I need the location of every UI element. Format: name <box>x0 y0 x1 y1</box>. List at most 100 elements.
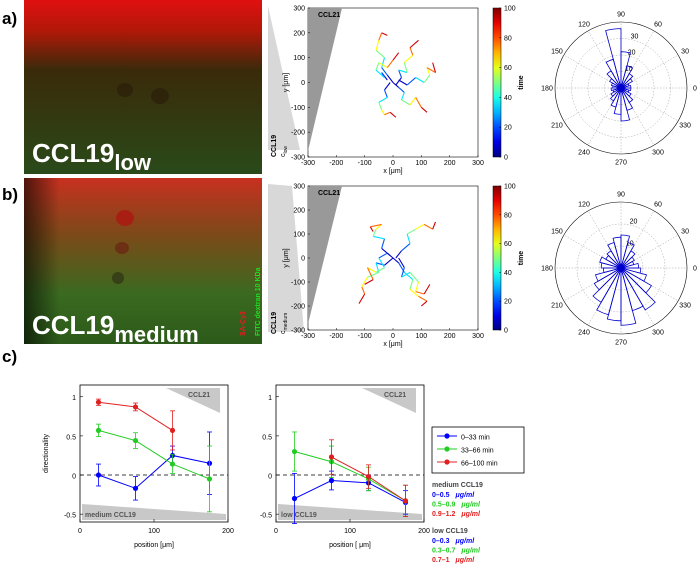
marker <box>169 427 176 434</box>
rose-bar <box>620 234 631 269</box>
note-range: 0.7–1 <box>432 557 450 564</box>
track-segment <box>415 223 425 230</box>
series-line <box>294 451 406 502</box>
track-segment <box>409 279 414 290</box>
cell-spot <box>112 272 124 284</box>
rose-bar <box>620 87 634 103</box>
note-item: 0–0.5 μg/ml <box>432 492 475 499</box>
gradient-wedge <box>278 504 422 520</box>
polar-spoke <box>563 234 622 269</box>
track-segment <box>426 67 436 74</box>
legend-label: 0–33 min <box>461 435 490 442</box>
angle-tick-label: 300 <box>652 150 664 157</box>
marker <box>291 448 298 455</box>
colorbar-tick-label: 0 <box>504 328 508 335</box>
track-segment <box>375 49 385 59</box>
y-tick-label: -0.5 <box>260 513 272 520</box>
track-segment <box>372 228 377 237</box>
rose-bar <box>620 267 656 311</box>
x-tick-label: 100 <box>415 333 427 340</box>
image-label: CCL19low <box>32 138 152 175</box>
x-tick-label: -200 <box>329 160 343 167</box>
x-tick-label: 0 <box>391 333 395 340</box>
track-segment <box>398 69 403 78</box>
colorbar-tick-label: 40 <box>504 95 512 102</box>
track-segment <box>378 252 388 259</box>
track-segment <box>415 97 422 108</box>
track-segment <box>415 281 420 292</box>
track-segment <box>400 92 405 101</box>
x-tick-label: 100 <box>148 528 160 535</box>
angle-tick-label: 0 <box>693 266 697 273</box>
x-tick-label: 200 <box>222 528 234 535</box>
plot-area <box>79 384 229 523</box>
track-segment <box>375 223 383 230</box>
track-segment <box>395 77 402 86</box>
y-tick-label: -300 <box>291 155 305 162</box>
x-axis-label: position [ μm] <box>329 542 371 549</box>
note-unit: μg/ml <box>460 502 481 509</box>
marker <box>365 473 372 480</box>
gradient-symbol-sub: medium <box>283 313 289 331</box>
note-range: 0–0.5 <box>432 492 450 499</box>
gradient-symbol: cmedium <box>280 313 289 334</box>
corner-label: CCL21 <box>318 190 340 197</box>
radial-tick-label: 20 <box>630 219 638 226</box>
x-tick-label: 200 <box>418 528 430 535</box>
track-segment <box>381 67 388 76</box>
y-tick-label: -200 <box>291 130 305 137</box>
note-range: 0.5–0.9 <box>432 502 455 509</box>
note-unit: μg/ml <box>460 511 481 518</box>
track-segment <box>423 223 433 230</box>
track-segment <box>370 223 382 228</box>
note-item: 0.5–0.9 μg/ml <box>432 502 481 509</box>
angle-tick-label: 60 <box>654 21 662 28</box>
track-segment <box>400 267 405 278</box>
track-segment <box>375 267 385 273</box>
gradient-triangle <box>308 8 342 151</box>
track-segment <box>375 40 380 51</box>
track-segment <box>406 228 416 235</box>
marker <box>206 476 213 482</box>
gradient-triangle <box>308 186 342 324</box>
track-segment <box>403 62 408 73</box>
rose-bar <box>610 87 622 92</box>
track-segment <box>373 235 385 240</box>
legend-label: 33–66 min <box>461 448 494 455</box>
rose-bar <box>606 70 622 89</box>
x-tick-label: 300 <box>472 333 484 340</box>
cell-spot <box>151 88 169 104</box>
colorbar-tick-label: 80 <box>504 35 512 42</box>
rose-bar <box>620 267 637 326</box>
y-tick-label: 0 <box>301 80 305 87</box>
track-segment <box>395 250 402 259</box>
track-segment <box>401 99 411 106</box>
colorbar-tick-label: 100 <box>504 184 516 191</box>
colorbar-label: time <box>518 75 525 90</box>
y-tick-label: 100 <box>293 232 305 239</box>
rose-bar <box>620 87 631 122</box>
track-segment <box>378 102 383 111</box>
x-tick-label: -200 <box>329 333 343 340</box>
x-tick-label: 0 <box>78 528 82 535</box>
angle-tick-label: 240 <box>578 330 590 337</box>
marker <box>132 404 139 410</box>
marker <box>328 454 335 460</box>
polar-spoke <box>587 87 622 146</box>
image-label-sub: medium <box>114 322 198 347</box>
angle-tick-label: 30 <box>681 49 689 56</box>
marker <box>95 427 102 434</box>
track-segment <box>386 252 394 259</box>
colorbar-tick-label: 60 <box>504 241 512 248</box>
series-line <box>98 429 210 480</box>
cell-spot <box>115 242 129 254</box>
gradient-wedge <box>268 6 300 150</box>
y-axis-label: y [μm] <box>283 73 290 92</box>
rose-bar <box>620 267 642 274</box>
colorbar-tick-label: 40 <box>504 270 512 277</box>
track-segment <box>432 62 437 73</box>
track-segment <box>386 59 394 68</box>
series-line <box>294 480 406 503</box>
colorbar-tick-label: 20 <box>504 299 512 306</box>
note-range: 0–0.3 <box>432 538 450 545</box>
